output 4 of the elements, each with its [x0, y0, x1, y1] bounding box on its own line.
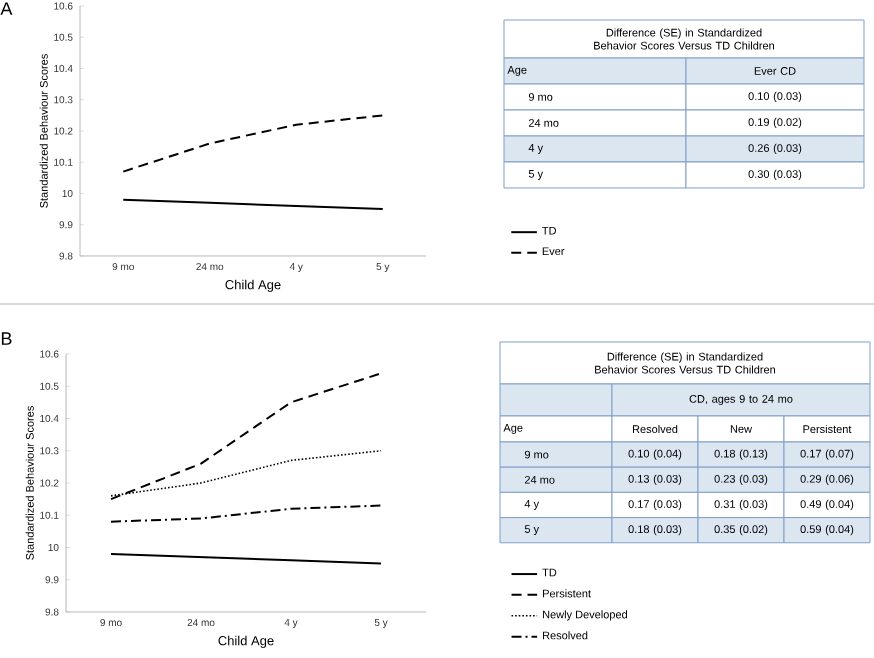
- chart-title: A: [0, 2, 13, 15]
- chart-title: B: [1, 332, 12, 345]
- line-series: [122, 114, 384, 173]
- line-series: [110, 504, 382, 523]
